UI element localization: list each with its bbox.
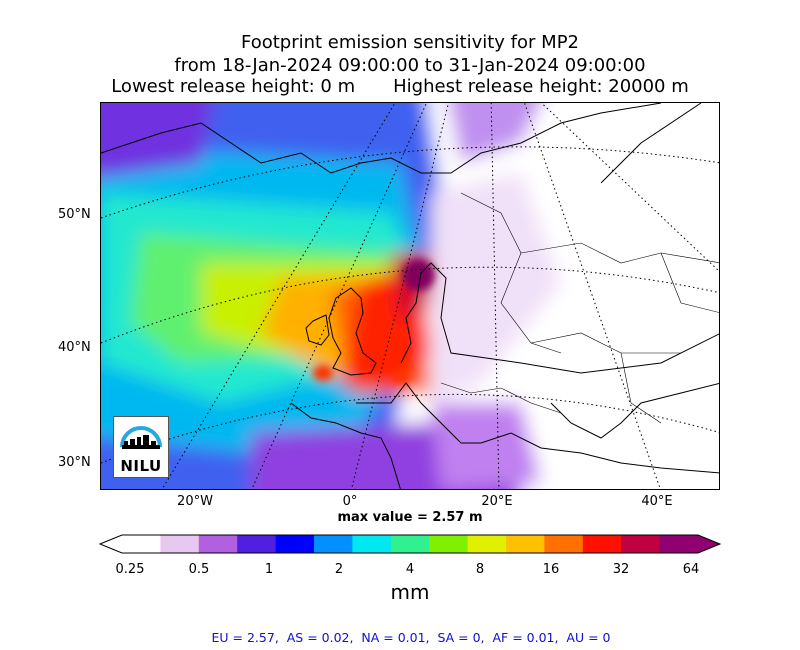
graticule (101, 103, 719, 489)
lat-label-30n: 30°N (58, 455, 91, 470)
colorbar-segment (506, 535, 545, 553)
colorbar-segment (122, 535, 161, 553)
colorbar-segment (198, 535, 238, 553)
max-value-label: max value = 2.57 m (337, 510, 483, 525)
lowest-release-height: Lowest release height: 0 m (111, 76, 356, 97)
lat-label-50n: 50°N (58, 207, 91, 222)
colorbar (98, 534, 722, 554)
colorbar-tick: 4 (405, 562, 415, 577)
colorbar-tick: 1 (264, 562, 274, 577)
colorbar-tick: 2 (334, 562, 344, 577)
lon-label-20e: 20°E (481, 494, 513, 509)
lon-label-0: 0° (342, 494, 358, 509)
borders (440, 192, 719, 424)
nilu-logo: NILU (113, 416, 169, 478)
colorbar-segment (659, 535, 699, 553)
nilu-logo-graphic (120, 426, 162, 449)
colorbar-tick: 32 (612, 562, 630, 577)
highest-release-height: Highest release height: 20000 m (393, 76, 689, 97)
coastlines (101, 103, 719, 489)
colorbar-segment (390, 535, 430, 553)
colorbar-tick: 64 (682, 562, 700, 577)
colorbar-segment (314, 535, 353, 553)
colorbar-units: mm (390, 580, 430, 604)
colorbar-tick: 8 (475, 562, 485, 577)
nilu-logo-text: NILU (120, 457, 162, 475)
colorbar-tick: 0.5 (188, 562, 210, 577)
colorbar-tick: 16 (542, 562, 560, 577)
lon-label-20w: 20°W (177, 494, 213, 509)
colorbar-segment (582, 535, 622, 553)
colorbar-segment (429, 535, 469, 553)
lon-label-40e: 40°E (641, 494, 673, 509)
colorbar-segment (160, 535, 200, 553)
map-title: Footprint emission sensitivity for MP2 (240, 32, 579, 53)
lat-label-40n: 40°N (58, 340, 91, 355)
colorbar-segment (544, 535, 584, 553)
map-canvas (101, 103, 719, 489)
colorbar-extend-low (100, 535, 122, 553)
region-stats: EU = 2.57, AS = 0.02, NA = 0.01, SA = 0,… (211, 630, 611, 645)
sensitivity-field (101, 103, 719, 489)
map-subtitle-period: from 18-Jan-2024 09:00:00 to 31-Jan-2024… (174, 55, 646, 76)
map-subtitle-heights: Lowest release height: 0 m Highest releas… (0, 76, 800, 98)
colorbar-segment (275, 535, 315, 553)
colorbar-extend-high (698, 535, 720, 553)
map-panel[interactable] (100, 102, 720, 490)
colorbar-segment (237, 535, 277, 553)
colorbar-segment (467, 535, 507, 553)
colorbar-segment (352, 535, 392, 553)
colorbar-segment (621, 535, 661, 553)
colorbar-tick: 0.25 (115, 562, 145, 577)
